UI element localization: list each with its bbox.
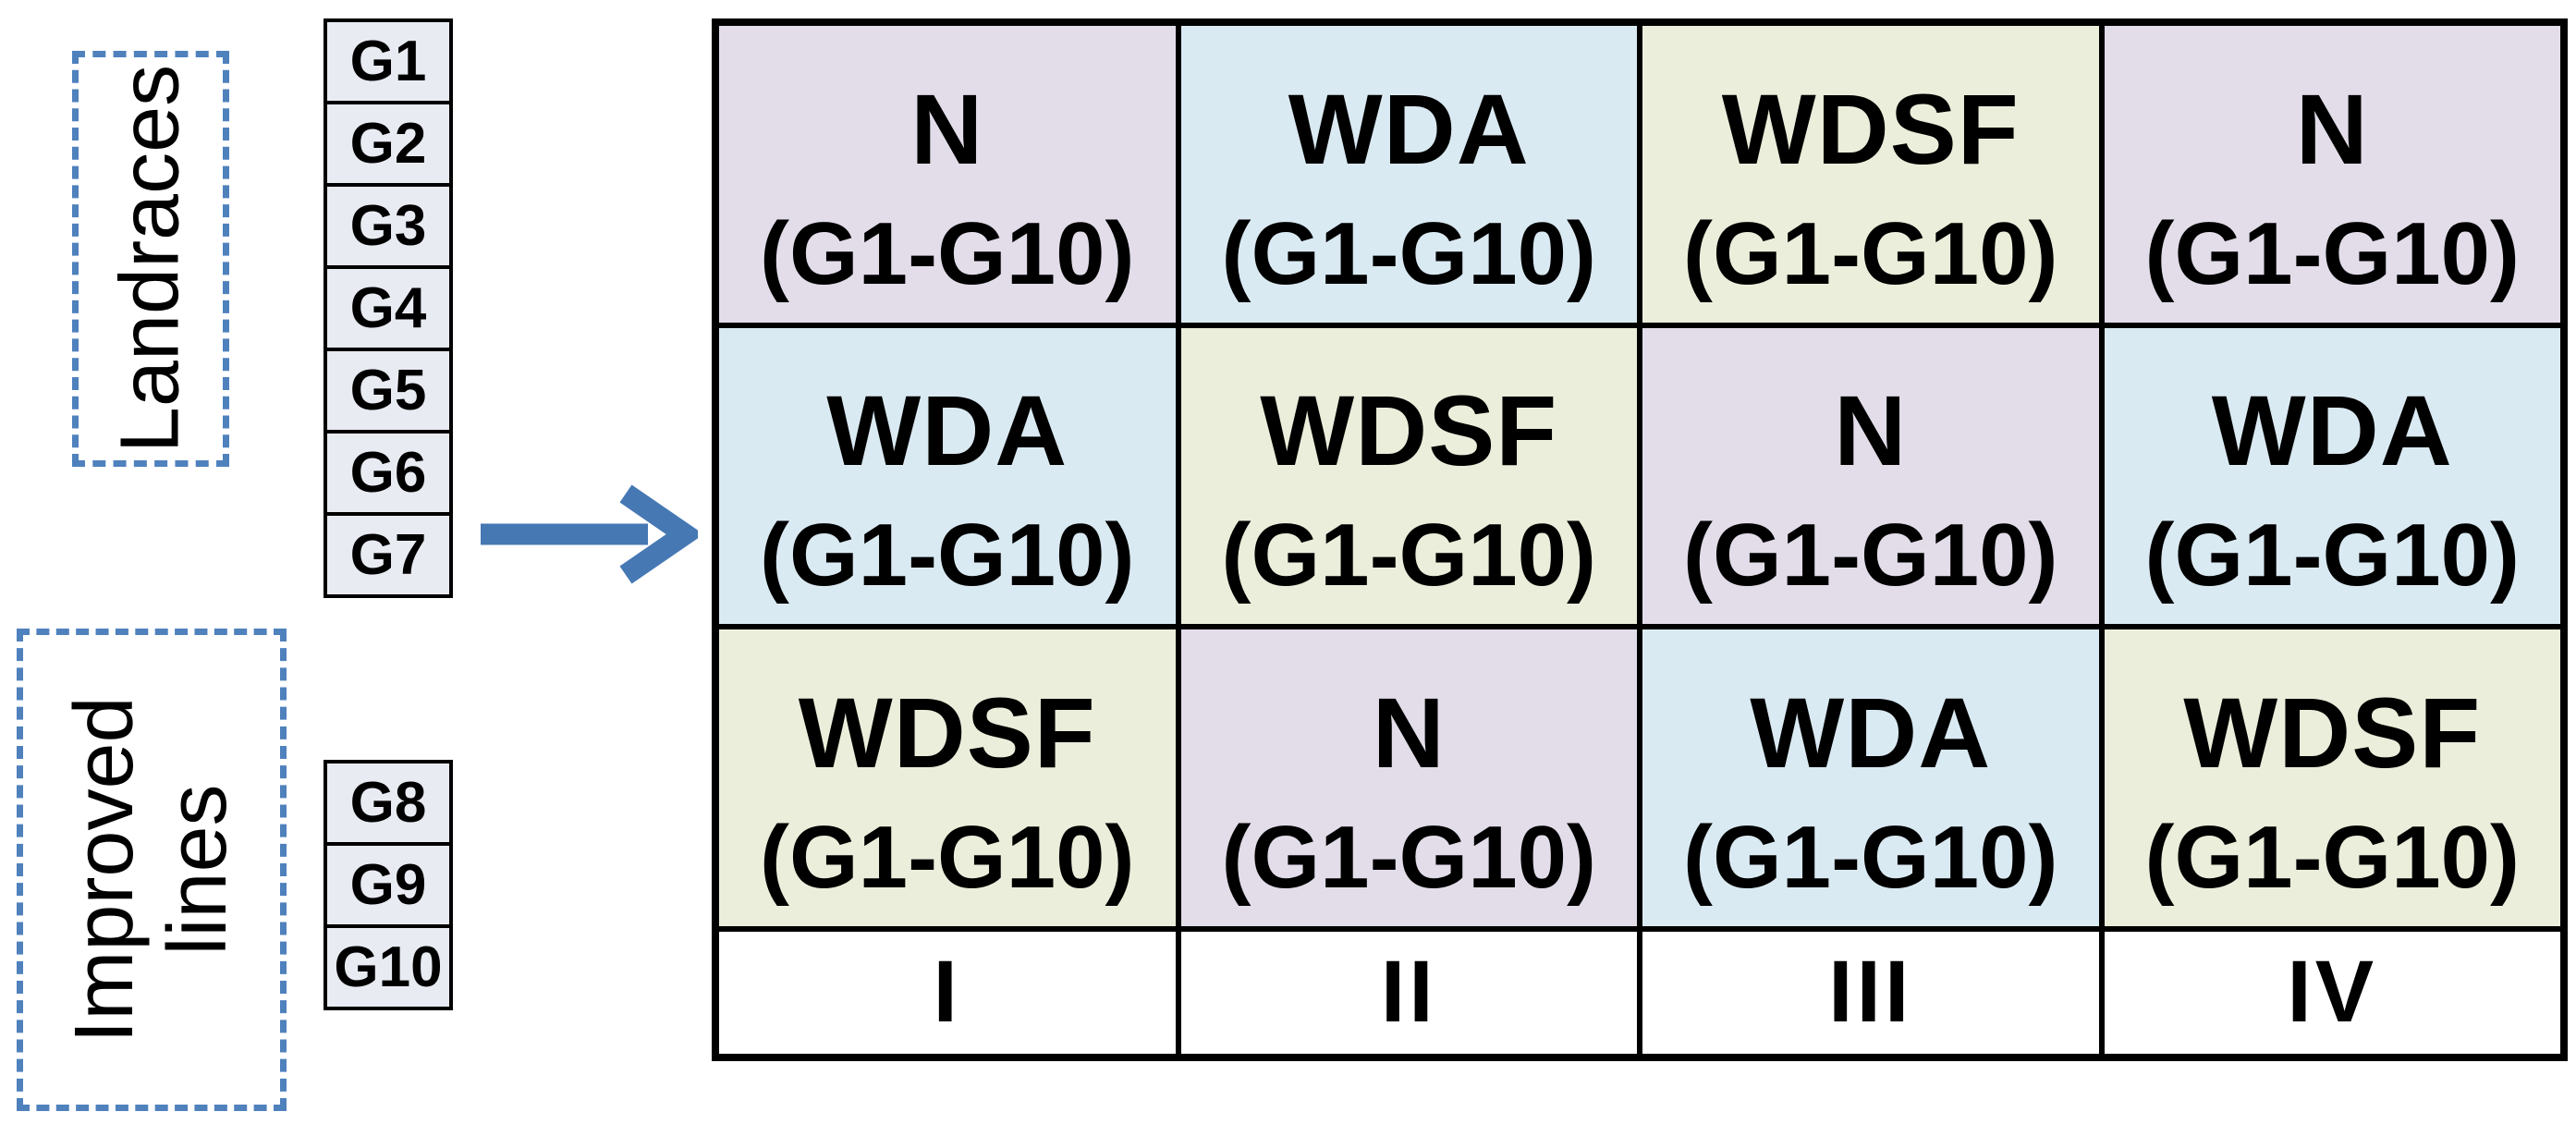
replication-cell-4: IV (2104, 931, 2560, 1054)
genotype-box-g4: G4 (324, 265, 453, 351)
genotype-box-g1: G1 (324, 18, 453, 104)
genotype-box-g5: G5 (324, 348, 453, 434)
treatment-label: N (1834, 374, 1908, 487)
treatment-cell-r1c1: N (G1-G10) (719, 26, 1176, 323)
replication-cell-2: II (1180, 931, 1637, 1054)
improved-lines-genotype-stack: G8 G9 G10 (324, 760, 453, 1010)
treatment-cell-r2c2: WDSF (G1-G10) (1180, 327, 1637, 625)
treatment-grid: N (G1-G10) WDA (G1-G10) WDSF (G1-G10) N … (712, 18, 2568, 1061)
landraces-label: Landraces (104, 64, 197, 454)
genotype-range-label: (G1-G10) (760, 506, 1135, 605)
treatment-label: WDA (1750, 677, 1992, 789)
treatment-label: N (1372, 677, 1446, 789)
improved-lines-group-box: Improved lines (17, 629, 287, 1111)
treatment-label: WDSF (1721, 72, 2020, 185)
treatment-cell-r3c1: WDSF (G1-G10) (719, 629, 1176, 926)
genotype-range-label: (G1-G10) (1221, 203, 1596, 303)
genotype-range-label: (G1-G10) (1221, 807, 1596, 907)
treatment-cell-r3c3: WDA (G1-G10) (1642, 629, 2099, 926)
landraces-genotype-stack: G1 G2 G3 G4 G5 G6 G7 (324, 18, 453, 598)
replication-cell-1: I (719, 931, 1176, 1054)
treatment-cell-r2c3: N (G1-G10) (1642, 327, 2099, 625)
treatment-label: WDSF (798, 677, 1096, 789)
treatment-label: WDSF (1260, 374, 1558, 487)
treatment-cell-r1c3: WDSF (G1-G10) (1642, 26, 2099, 323)
treatment-label: N (2295, 72, 2369, 185)
genotype-range-label: (G1-G10) (2144, 807, 2520, 907)
genotype-range-label: (G1-G10) (1683, 807, 2058, 907)
treatment-cell-r1c2: WDA (G1-G10) (1180, 26, 1637, 323)
genotype-box-g3: G3 (324, 183, 453, 269)
genotype-range-label: (G1-G10) (760, 203, 1135, 303)
treatment-cell-r3c4: WDSF (G1-G10) (2104, 629, 2560, 926)
genotype-range-label: (G1-G10) (2144, 203, 2520, 303)
genotype-range-label: (G1-G10) (2144, 506, 2520, 605)
treatment-label: N (910, 72, 984, 185)
replication-cell-3: III (1642, 931, 2099, 1054)
genotype-box-g8: G8 (324, 760, 453, 846)
treatment-cell-r2c1: WDA (G1-G10) (719, 327, 1176, 625)
genotype-range-label: (G1-G10) (760, 807, 1135, 907)
genotype-box-g10: G10 (324, 924, 453, 1010)
treatment-cell-r3c2: N (G1-G10) (1180, 629, 1637, 926)
genotype-box-g2: G2 (324, 101, 453, 187)
treatment-label: WDA (2211, 374, 2453, 487)
treatment-cell-r1c4: N (G1-G10) (2104, 26, 2560, 323)
genotype-box-g9: G9 (324, 842, 453, 928)
treatment-label: WDSF (2183, 677, 2482, 789)
improved-lines-label: Improved lines (58, 696, 244, 1044)
genotype-box-g6: G6 (324, 430, 453, 516)
genotype-range-label: (G1-G10) (1683, 203, 2058, 303)
treatment-label: WDA (1288, 72, 1530, 185)
flow-arrow-icon (467, 474, 698, 594)
genotype-box-g7: G7 (324, 512, 453, 598)
genotype-range-label: (G1-G10) (1221, 506, 1596, 605)
treatment-label: WDA (826, 374, 1068, 487)
treatment-cell-r2c4: WDA (G1-G10) (2104, 327, 2560, 625)
genotype-range-label: (G1-G10) (1683, 506, 2058, 605)
landraces-group-box: Landraces (72, 51, 229, 467)
